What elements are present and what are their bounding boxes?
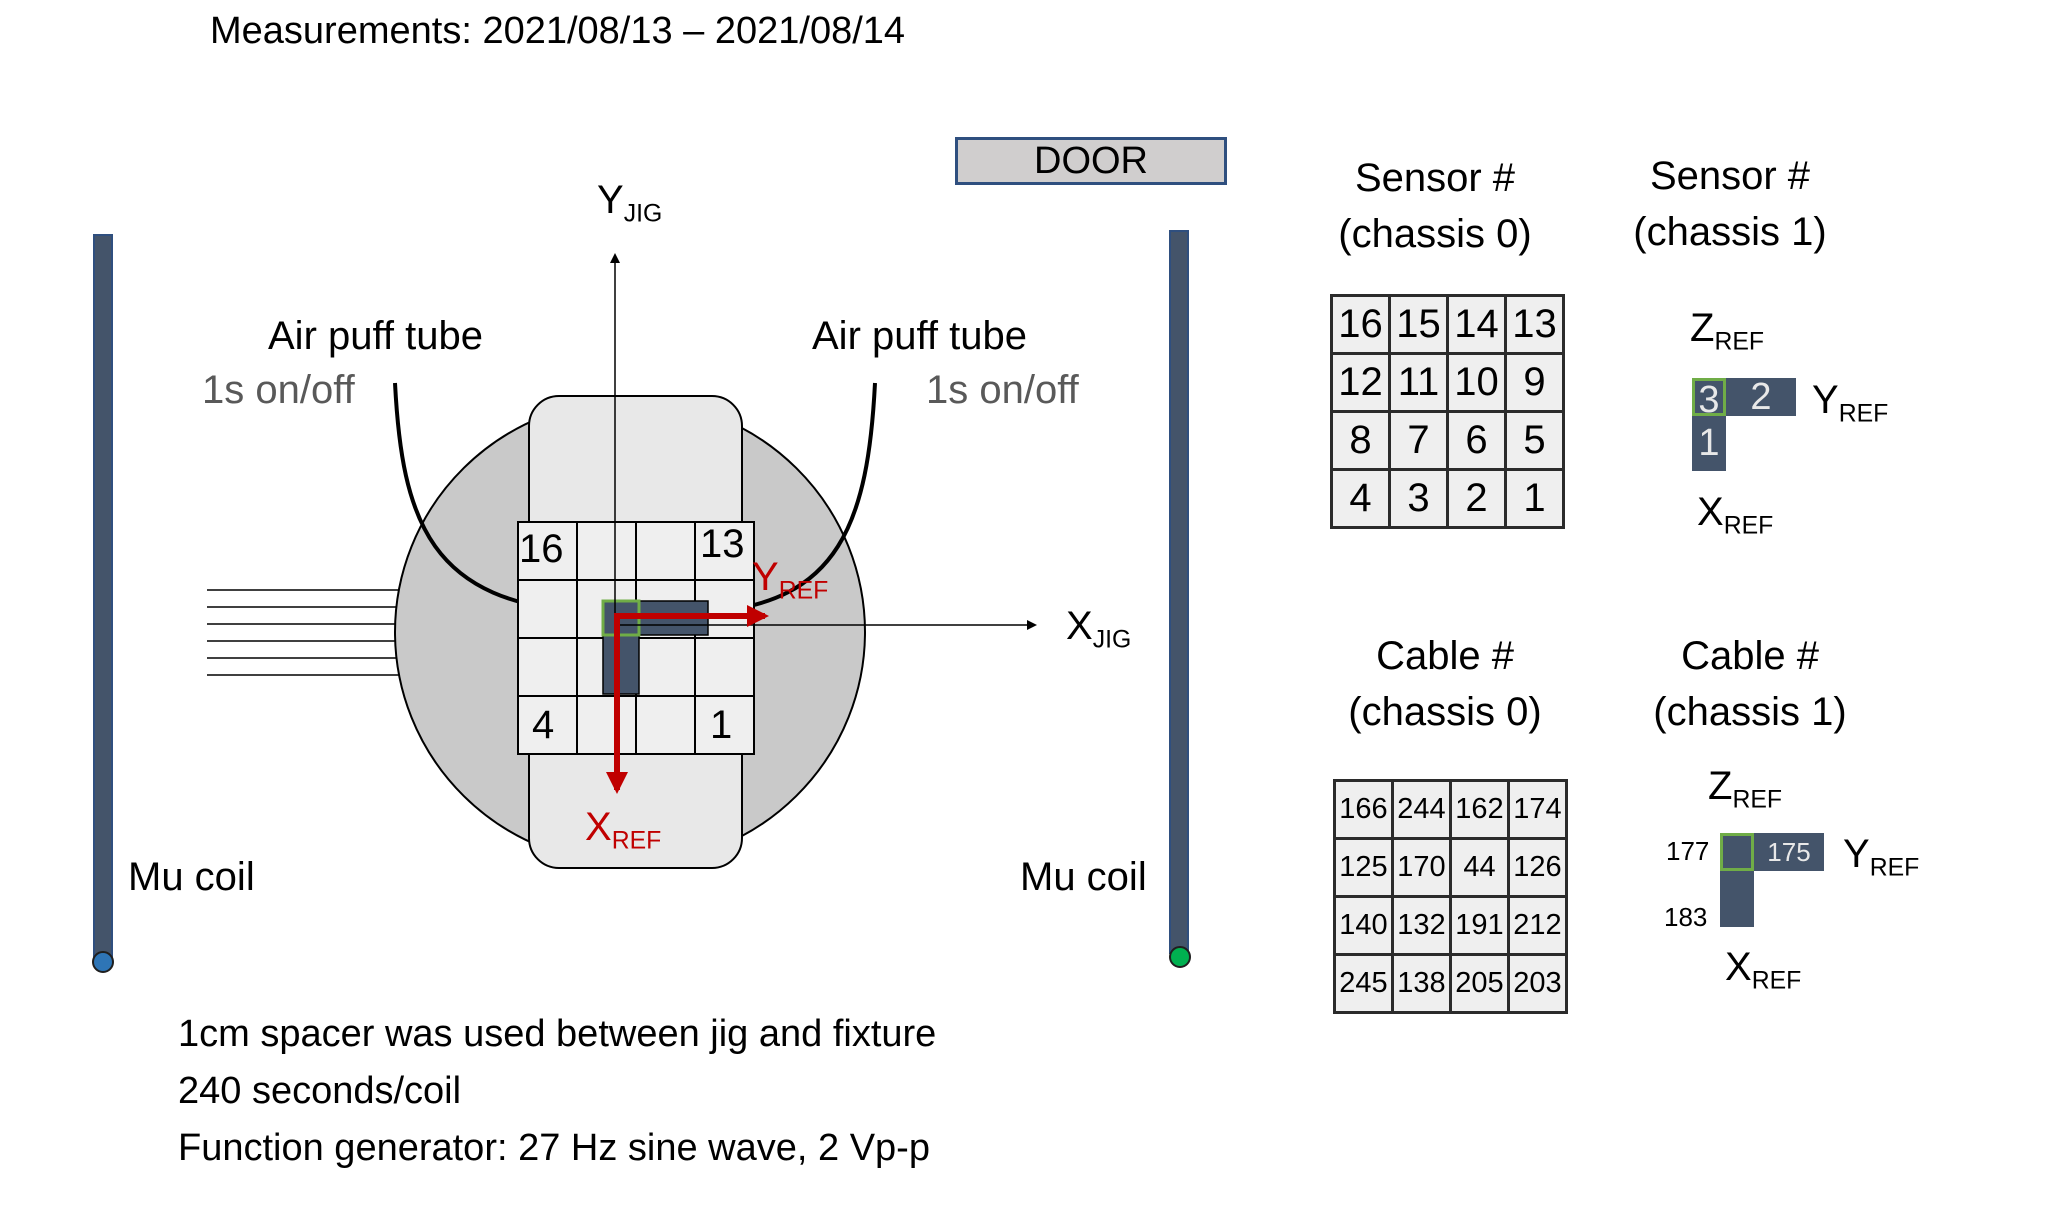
sensor-cell: 10: [1446, 352, 1507, 413]
y-ref-label-diagram: YREF: [752, 555, 829, 605]
sensor-cell: 2: [1446, 468, 1507, 529]
sensor-cell: 9: [1504, 352, 1565, 413]
notes: 1cm spacer was used between jig and fixt…: [178, 1006, 936, 1177]
sensor-cell: 14: [1446, 294, 1507, 355]
cable-cell: 245: [1333, 953, 1394, 1014]
sensor-block-1: 1: [1692, 416, 1726, 471]
left-air-puff-label: Air puff tube: [268, 314, 483, 358]
left-coil-dot: [92, 951, 114, 973]
sensor-cell: 6: [1446, 410, 1507, 471]
cable-cell: 162: [1449, 779, 1510, 840]
cable-block-corner: [1720, 833, 1754, 871]
y-ref-label-sensor: YREF: [1812, 378, 1889, 428]
z-ref-label-sensor: ZREF: [1690, 306, 1765, 356]
sensor-cell: 13: [1504, 294, 1565, 355]
cable-label-183: 183: [1664, 902, 1708, 932]
cable-cell: 125: [1333, 837, 1394, 898]
sensor-cell: 5: [1504, 410, 1565, 471]
cable-cell: 44: [1449, 837, 1510, 898]
right-air-puff-timing: 1s on/off: [926, 368, 1079, 412]
x-jig-label: XJIG: [1066, 604, 1132, 654]
sensor-chassis0-grid: 16 15 14 13 12 11 10 9 8 7 6 5 4 3 2 1: [1330, 294, 1565, 529]
note-line: 240 seconds/coil: [178, 1070, 462, 1112]
jig-grid-label-13: 13: [700, 522, 745, 566]
cable-chassis0-grid: 166 244 162 174 125 170 44 126 140 132 1…: [1333, 779, 1568, 1014]
door-label: DOOR: [955, 137, 1227, 185]
right-mu-coil-label: Mu coil: [1020, 855, 1147, 899]
cable-block-bottom: [1720, 871, 1754, 927]
page-title: Measurements: 2021/08/13 – 2021/08/14: [210, 10, 906, 52]
sensor-cell: 16: [1330, 294, 1391, 355]
note-line: 1cm spacer was used between jig and fixt…: [178, 1013, 937, 1055]
sensor-cell: 7: [1388, 410, 1449, 471]
cable-cell: 166: [1333, 779, 1394, 840]
cable-cell: 203: [1507, 953, 1568, 1014]
x-ref-label-cable: XREF: [1725, 945, 1802, 995]
cable-cell: 212: [1507, 895, 1568, 956]
y-ref-label-cable: YREF: [1843, 832, 1920, 882]
y-jig-label: YJIG: [597, 178, 663, 228]
jig-grid-label-16: 16: [519, 527, 564, 571]
sensor-cell: 3: [1388, 468, 1449, 529]
sensor-chassis1-heading: Sensor # (chassis 1): [1633, 154, 1827, 254]
sensor-cell: 11: [1388, 352, 1449, 413]
sensor-cell: 12: [1330, 352, 1391, 413]
sensor-cell: 8: [1330, 410, 1391, 471]
cable-cell: 244: [1391, 779, 1452, 840]
cable-label-177: 177: [1666, 836, 1710, 866]
cable-cell: 126: [1507, 837, 1568, 898]
sensor-cell: 4: [1330, 468, 1391, 529]
cable-chassis1-heading: Cable # (chassis 1): [1653, 634, 1847, 734]
sensor-block-2: 2: [1726, 378, 1796, 416]
left-air-puff-timing: 1s on/off: [202, 368, 355, 412]
cable-chassis0-heading: Cable # (chassis 0): [1348, 634, 1542, 734]
sensor-block-3: 3: [1692, 378, 1726, 419]
sensor-cell: 1: [1504, 468, 1565, 529]
x-ref-label-sensor: XREF: [1697, 490, 1774, 540]
cable-cell: 132: [1391, 895, 1452, 956]
left-mu-coil-label: Mu coil: [128, 855, 255, 899]
sensor-wires: [207, 589, 400, 676]
cable-cell: 140: [1333, 895, 1394, 956]
note-line: Function generator: 27 Hz sine wave, 2 V…: [178, 1127, 930, 1169]
jig-grid-label-1: 1: [710, 703, 733, 747]
cable-cell: 205: [1449, 953, 1510, 1014]
x-ref-label-diagram: XREF: [585, 805, 662, 855]
right-air-puff-label: Air puff tube: [812, 314, 1027, 358]
cable-cell: 138: [1391, 953, 1452, 1014]
sensor-cell: 15: [1388, 294, 1449, 355]
jig-grid-label-4: 4: [532, 703, 555, 747]
cable-cell: 174: [1507, 779, 1568, 840]
z-ref-label-cable: ZREF: [1708, 764, 1783, 814]
cable-cell: 191: [1449, 895, 1510, 956]
cable-cell: 170: [1391, 837, 1452, 898]
right-coil-dot: [1169, 946, 1191, 968]
cable-block-175: 175: [1754, 833, 1824, 871]
sensor-chassis0-heading: Sensor # (chassis 0): [1338, 156, 1532, 256]
